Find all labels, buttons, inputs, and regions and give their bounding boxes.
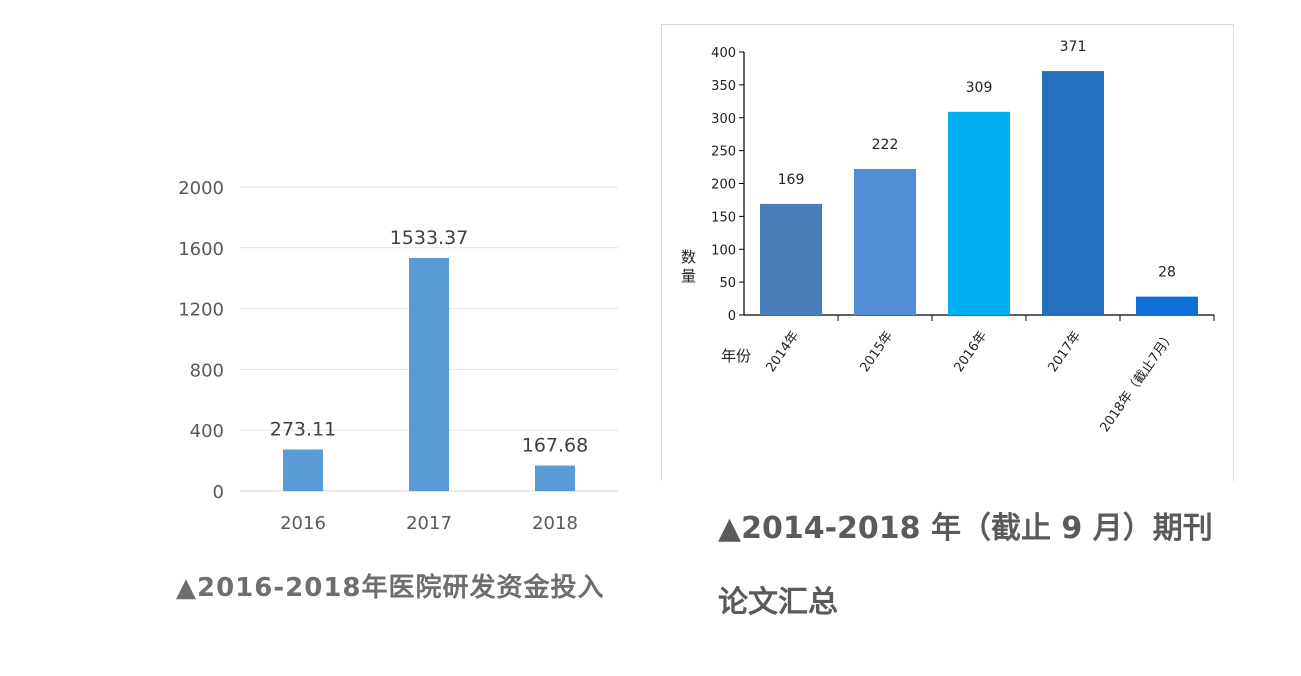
funding-chart-caption: ▲2016-2018年医院研发资金投入 xyxy=(176,573,605,603)
paper-chart-frame xyxy=(661,24,1234,481)
research-funding-chart: 0 400 800 1200 1600 2000 273.11 2016 1533.37 2017… xyxy=(178,178,618,534)
y-tick-label: 0 xyxy=(213,482,224,503)
x-tick-label: 2016 xyxy=(280,513,326,534)
data-label: 309 xyxy=(966,80,993,96)
y-tick-label: 150 xyxy=(711,210,736,225)
x-tick-label: 2015年 xyxy=(858,329,897,375)
papers-chart-caption: ▲2014-2018 年（截止 9 月）期刊论文汇总 xyxy=(718,511,1213,620)
x-tick-label: 2018年（截止7月） xyxy=(1098,329,1179,435)
x-tick-label: 2014年 xyxy=(764,329,803,375)
data-label: 273.11 xyxy=(270,418,336,440)
data-label: 1533.37 xyxy=(390,227,469,249)
data-label: 222 xyxy=(872,137,899,153)
y-tick-label: 1200 xyxy=(178,300,224,321)
bar xyxy=(1042,71,1104,315)
data-label: 371 xyxy=(1060,39,1087,55)
x-axis-title: 年份 xyxy=(721,347,751,365)
y-tick-label: 400 xyxy=(711,46,736,61)
x-tick-label: 2016年 xyxy=(952,329,991,375)
bar xyxy=(854,169,916,315)
x-tick-label: 2017年 xyxy=(1046,329,1085,375)
y-tick-label: 800 xyxy=(190,360,224,381)
x-tick-label: 2017 xyxy=(406,513,452,534)
y-tick-label: 200 xyxy=(711,178,736,193)
bar xyxy=(760,203,822,315)
bar xyxy=(535,465,575,491)
y-tick-label: 50 xyxy=(719,276,736,291)
y-tick-label: 300 xyxy=(711,112,736,127)
bar xyxy=(1136,296,1198,315)
y-axis-title: 数量 xyxy=(679,249,697,287)
bar xyxy=(948,111,1010,316)
bar xyxy=(283,449,323,491)
bar xyxy=(409,257,449,491)
y-tick-label: 0 xyxy=(728,309,736,324)
y-tick-label: 350 xyxy=(711,79,736,94)
y-tick-label: 250 xyxy=(711,145,736,160)
x-tick-label: 2018 xyxy=(532,513,578,534)
data-label: 167.68 xyxy=(522,435,588,457)
data-label: 28 xyxy=(1158,265,1176,281)
data-label: 169 xyxy=(778,172,805,188)
y-tick-label: 1600 xyxy=(178,239,224,260)
y-tick-label: 2000 xyxy=(178,178,224,199)
y-tick-label: 400 xyxy=(190,421,224,442)
y-tick-label: 100 xyxy=(711,243,736,258)
